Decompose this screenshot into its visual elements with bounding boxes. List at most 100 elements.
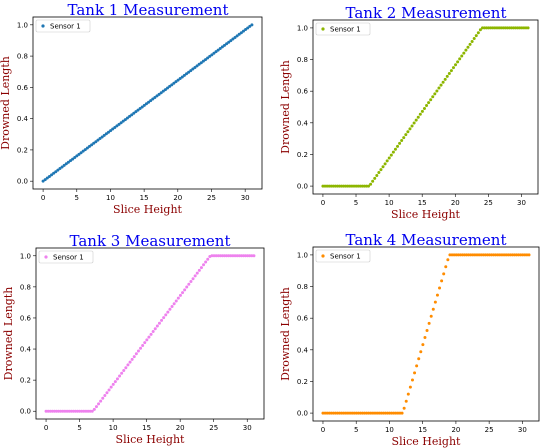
data-point	[172, 302, 176, 306]
data-point	[250, 23, 254, 27]
data-point	[76, 409, 80, 413]
data-point	[111, 382, 115, 386]
chart-panel-2: Tank 2 Measurement 0 5 10 15 20 25 30 0.0 0.2 0.4 0…	[279, 4, 539, 221]
data-point	[456, 60, 460, 64]
data-point	[151, 97, 155, 101]
data-point	[191, 277, 195, 281]
data-point	[162, 316, 166, 320]
data-point	[350, 411, 354, 415]
data-point	[497, 26, 501, 30]
data-point	[180, 75, 184, 79]
data-point	[60, 165, 64, 169]
data-point	[371, 411, 375, 415]
data-point	[73, 155, 77, 159]
data-point	[393, 147, 397, 151]
data-point	[143, 341, 147, 345]
data-point	[476, 31, 480, 35]
data-point	[503, 26, 507, 30]
data-point	[329, 184, 333, 188]
data-point	[512, 253, 516, 257]
data-point	[506, 253, 510, 257]
data-point	[61, 409, 65, 413]
data-point	[202, 263, 206, 267]
data-point	[92, 141, 96, 145]
data-point	[340, 184, 344, 188]
data-point	[117, 122, 121, 126]
data-point	[514, 26, 518, 30]
y-tick-label: 0.6	[297, 315, 309, 323]
data-point	[223, 254, 227, 258]
x-tick-label: 30	[517, 199, 526, 207]
data-point	[522, 26, 526, 30]
data-point	[46, 409, 50, 413]
data-point	[174, 80, 178, 84]
x-tick-label: 25	[484, 199, 493, 207]
data-point	[81, 149, 85, 153]
y-tick-label: 0.2	[20, 377, 31, 385]
data-point	[144, 102, 148, 106]
data-point	[52, 409, 56, 413]
data-point	[124, 366, 128, 370]
data-point	[478, 28, 482, 32]
data-point	[464, 48, 468, 52]
data-point	[458, 57, 462, 61]
data-point	[178, 77, 182, 81]
data-point	[94, 405, 98, 409]
series-sensor-1	[44, 254, 256, 413]
data-point	[233, 35, 237, 39]
data-point	[96, 138, 100, 142]
data-point	[387, 156, 391, 160]
data-point	[100, 135, 104, 139]
data-point	[375, 411, 379, 415]
data-point	[204, 260, 208, 264]
data-point	[166, 310, 170, 314]
data-point	[206, 56, 210, 60]
data-point	[80, 409, 84, 413]
data-point	[241, 29, 245, 33]
y-tick-label: 1.0	[297, 24, 308, 32]
data-point	[246, 26, 250, 30]
data-point	[450, 253, 454, 257]
data-point	[45, 176, 49, 180]
data-point	[492, 253, 496, 257]
data-point	[388, 411, 392, 415]
data-point	[466, 45, 470, 49]
data-point	[41, 179, 45, 183]
data-point	[216, 48, 220, 52]
data-point	[333, 411, 337, 415]
data-point	[527, 253, 531, 257]
data-point	[136, 108, 140, 112]
data-point	[462, 51, 466, 55]
data-point	[52, 171, 56, 175]
y-tick-label: 0.6	[17, 84, 29, 92]
data-point	[419, 350, 423, 354]
data-point	[369, 411, 373, 415]
data-point	[187, 70, 191, 74]
x-tick-label: 10	[109, 424, 118, 432]
data-point	[101, 396, 105, 400]
data-point	[90, 409, 94, 413]
data-point	[139, 346, 143, 350]
data-point	[501, 26, 505, 30]
data-point	[206, 257, 210, 261]
legend-marker	[44, 255, 48, 259]
data-point	[210, 53, 214, 57]
y-axis-label: Drowned Length	[279, 60, 292, 154]
data-point	[246, 254, 250, 258]
data-point	[381, 411, 385, 415]
data-point	[106, 130, 110, 134]
x-tick-label: 15	[140, 194, 149, 202]
data-point	[323, 184, 327, 188]
data-point	[189, 69, 193, 73]
data-point	[427, 321, 431, 325]
data-point	[176, 296, 180, 300]
data-point	[364, 184, 368, 188]
data-point	[195, 271, 199, 275]
data-point	[327, 184, 331, 188]
data-point	[518, 26, 522, 30]
data-point	[487, 26, 491, 30]
data-point	[425, 104, 429, 108]
data-point	[172, 81, 176, 85]
data-point	[227, 40, 231, 44]
y-tick-label: 0.0	[297, 410, 308, 418]
